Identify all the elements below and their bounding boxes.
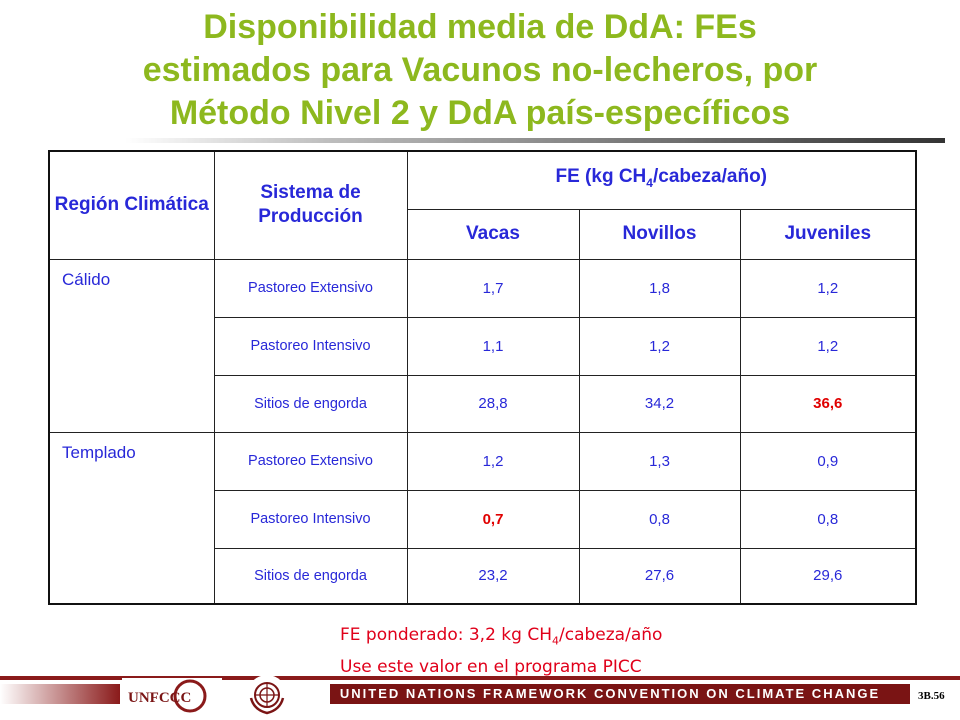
emission-factor-table: Región Climática Sistema de Producción F…: [48, 150, 918, 605]
region-templado: Templado: [48, 431, 215, 605]
value-vacas: 1,7: [406, 258, 580, 318]
value-juveniles: 0,9: [739, 431, 917, 491]
footer-top-rule: [0, 676, 960, 680]
title-line-1: Disponibilidad media de DdA: FEs: [203, 8, 757, 46]
note-line-1-post: /cabeza/año: [559, 625, 663, 645]
system-cell: Sitios de engorda: [213, 547, 408, 605]
value-juveniles: 1,2: [739, 316, 917, 376]
value-vacas: 1,2: [406, 431, 580, 491]
weighted-ef-note: FE ponderado: 3,2 kg CH4/cabeza/año Use …: [340, 622, 662, 681]
system-cell: Pastoreo Extensivo: [213, 258, 408, 318]
value-vacas: 28,8: [406, 374, 580, 433]
header-fe-main: FE (kg CH: [555, 166, 647, 188]
note-line-1-sub: 4: [552, 634, 560, 648]
value-juveniles: 0,8: [739, 489, 917, 549]
value-vacas: 23,2: [406, 547, 580, 605]
slide-number: 3B.56: [918, 690, 945, 702]
footer-left-fade: [0, 684, 120, 704]
title-divider: [125, 138, 945, 143]
title-line-3: Método Nivel 2 y DdA país-específicos: [169, 94, 791, 132]
header-region: Región Climática: [48, 150, 215, 260]
system-cell: Pastoreo Intensivo: [213, 316, 408, 376]
header-fe-sub: 4: [646, 176, 653, 191]
unfccc-logo-text: UNFCCC: [128, 690, 191, 706]
value-novillos: 1,3: [578, 431, 741, 491]
system-cell: Pastoreo Extensivo: [213, 431, 408, 491]
value-novillos: 34,2: [578, 374, 741, 433]
value-juveniles-highlight: 36,6: [739, 374, 917, 433]
footer-right-block: [890, 684, 910, 704]
slide-title: Disponibilidad media de DdA: FEs estimad…: [40, 6, 920, 135]
value-novillos: 0,8: [578, 489, 741, 549]
value-novillos: 27,6: [578, 547, 741, 605]
header-juveniles: Juveniles: [739, 208, 917, 260]
value-novillos: 1,8: [578, 258, 741, 318]
convention-banner: UNITED NATIONS FRAMEWORK CONVENTION ON C…: [330, 684, 890, 704]
system-cell: Sitios de engorda: [213, 374, 408, 433]
header-system: Sistema de Producción: [213, 150, 408, 260]
table-row: Sitios de engorda 28,8 34,2 36,6: [49, 374, 917, 433]
header-fe-tail: /cabeza/año): [652, 166, 768, 188]
value-juveniles: 1,2: [739, 258, 917, 318]
value-vacas: 1,1: [406, 316, 580, 376]
note-line-1: FE ponderado: 3,2 kg CH4/cabeza/año: [340, 622, 662, 654]
system-cell: Pastoreo Intensivo: [213, 489, 408, 549]
header-fe: FE (kg CH4/cabeza/año): [406, 150, 917, 210]
note-line-1-pre: FE ponderado: 3,2 kg CH: [340, 625, 553, 645]
value-vacas-highlight: 0,7: [406, 489, 580, 549]
table-row: Pastoreo Intensivo 0,7 0,8 0,8: [49, 489, 917, 549]
title-line-2: estimados para Vacunos no-lecheros, por: [142, 51, 818, 89]
table-row: Pastoreo Intensivo 1,1 1,2 1,2: [49, 316, 917, 376]
note-line-2: Use este valor en el programa PICC: [340, 657, 642, 678]
header-novillos: Novillos: [578, 208, 741, 260]
value-juveniles: 29,6: [739, 547, 917, 605]
table-row: Templado Pastoreo Extensivo 1,2 1,3 0,9: [48, 431, 917, 605]
table-row: Sitios de engorda 23,2 27,6 29,6: [49, 547, 917, 605]
un-emblem-icon: [247, 675, 287, 715]
unfccc-logo: UNFCCC: [122, 678, 222, 714]
header-vacas: Vacas: [406, 208, 580, 260]
region-calido: Cálido: [48, 258, 215, 433]
footer-banner: UNFCCC UNITED NATIONS FRAMEWORK CONVENTI…: [0, 670, 960, 720]
table-row: Cálido Pastoreo Extensivo 1,7 1,8 1,2: [48, 258, 917, 433]
value-novillos: 1,2: [578, 316, 741, 376]
